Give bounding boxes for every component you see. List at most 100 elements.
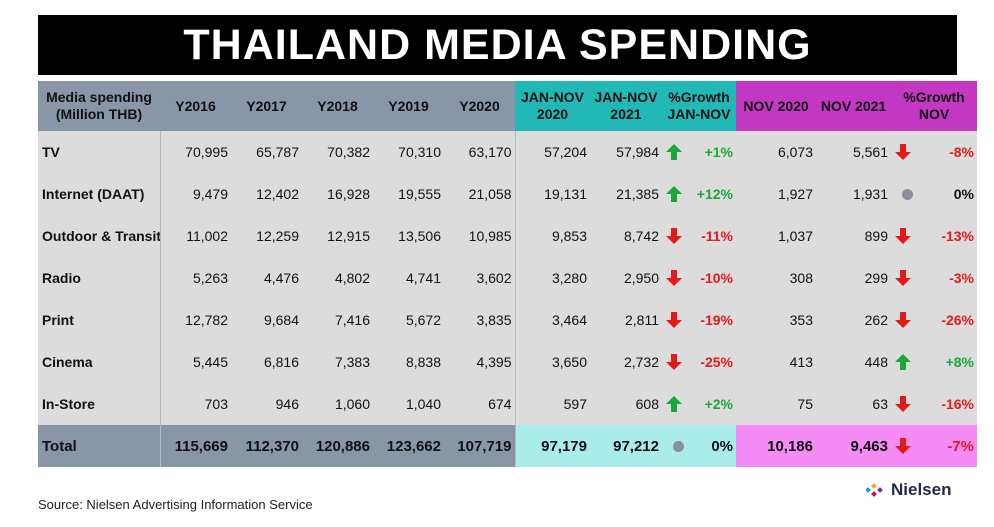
cell-y2016: 5,445 [160,341,231,383]
cell-growth-jan-nov-value: +1% [704,144,733,160]
cell-jan-nov-2020: 57,204 [515,131,590,173]
cell-nov-2021: 1,931 [816,173,891,215]
arrow-up-icon [895,354,911,370]
header-growth-nov-line2: NOV [918,106,950,122]
arrow-down-icon [895,438,911,454]
cell-y2017: 946 [231,383,302,425]
total-y2017: 112,370 [231,425,302,467]
cell-y2019: 19,555 [373,173,444,215]
cell-jan-nov-2021: 2,811 [590,299,662,341]
cell-jan-nov-2020: 3,464 [515,299,590,341]
cell-jan-nov-2021: 608 [590,383,662,425]
cell-nov-2021: 299 [816,257,891,299]
table-row: Cinema 5,445 6,816 7,383 8,838 4,395 3,650 2,73… [38,341,977,383]
header-label-line2: (Million THB) [55,106,143,122]
cell-y2019: 13,506 [373,215,444,257]
table-body: TV 70,995 65,787 70,382 70,310 63,170 57,204 57… [38,131,977,467]
cell-nov-2020: 75 [736,383,816,425]
cell-growth-jan-nov: -11% [662,215,736,257]
table-row: Outdoor & Transit 11,002 12,259 12,915 13,50… [38,215,977,257]
total-y2020: 107,719 [444,425,516,467]
header-nov-2021: NOV 2021 [816,81,891,131]
arrow-down-icon [666,312,682,328]
cell-y2016: 9,479 [160,173,231,215]
cell-y2017: 9,684 [231,299,302,341]
cell-y2020: 3,602 [444,257,516,299]
nielsen-logo: Nielsen [866,480,951,500]
source-note: Source: Nielsen Advertising Information … [38,497,313,512]
cell-y2016: 703 [160,383,231,425]
total-nov-2020: 10,186 [736,425,816,467]
cell-growth-nov: -3% [891,257,977,299]
header-label-line1: Media spending [46,89,152,105]
arrow-down-icon [895,312,911,328]
nielsen-logo-icon [866,483,883,497]
cell-y2018: 12,915 [302,215,373,257]
row-label: Internet (DAAT) [38,173,161,215]
cell-jan-nov-2020: 597 [515,383,590,425]
row-label: Outdoor & Transit [38,215,161,257]
row-label: In-Store [38,383,161,425]
cell-y2019: 5,672 [373,299,444,341]
total-label: Total [38,425,161,467]
cell-growth-nov: -16% [891,383,977,425]
cell-growth-jan-nov-value: +2% [704,396,733,412]
nielsen-logo-text: Nielsen [891,480,952,499]
cell-y2017: 6,816 [231,341,302,383]
cell-y2016: 70,995 [160,131,231,173]
total-growth-nov: -7% [891,425,977,467]
row-label: Radio [38,257,161,299]
cell-jan-nov-2021: 2,732 [590,341,662,383]
header-growth-nov-line1: %Growth [903,89,965,105]
header-y2020: Y2020 [444,81,515,131]
cell-y2020: 4,395 [444,341,516,383]
cell-growth-nov-value: -16% [941,396,974,412]
row-label: TV [38,131,161,173]
cell-y2018: 70,382 [302,131,373,173]
arrow-up-icon [666,396,682,412]
cell-y2018: 1,060 [302,383,373,425]
table-row: Radio 5,263 4,476 4,802 4,741 3,602 3,280 2,950… [38,257,977,299]
cell-nov-2021: 63 [816,383,891,425]
table-row: Internet (DAAT) 9,479 12,402 16,928 19,555 21… [38,173,977,215]
header-y2019: Y2019 [373,81,444,131]
cell-growth-nov-value: -26% [941,312,974,328]
total-row: Total 115,669 112,370 120,886 123,662 107,719… [38,425,977,467]
cell-jan-nov-2021: 57,984 [590,131,662,173]
arrow-up-icon [666,144,682,160]
cell-growth-jan-nov: +2% [662,383,736,425]
header-jan-nov-2020: JAN-NOV 2020 [515,81,590,131]
arrow-down-icon [895,270,911,286]
header-jan-nov-2020-line2: 2020 [536,106,569,122]
cell-growth-jan-nov: +12% [662,173,736,215]
header-nov-2020: NOV 2020 [736,81,816,131]
cell-y2017: 4,476 [231,257,302,299]
cell-nov-2021: 5,561 [816,131,891,173]
cell-y2020: 10,985 [444,215,516,257]
cell-y2017: 12,402 [231,173,302,215]
arrow-down-icon [895,228,911,244]
cell-y2020: 21,058 [444,173,516,215]
total-jan-nov-2021: 97,212 [590,425,662,467]
total-y2019: 123,662 [373,425,444,467]
cell-y2020: 674 [444,383,516,425]
cell-growth-nov-value: -13% [941,228,974,244]
total-growth-nov-value: -7% [947,437,974,455]
cell-y2019: 4,741 [373,257,444,299]
table-row: Print 12,782 9,684 7,416 5,672 3,835 3,464 2,81… [38,299,977,341]
cell-y2018: 7,383 [302,341,373,383]
cell-nov-2020: 6,073 [736,131,816,173]
cell-growth-jan-nov-value: +12% [696,186,733,202]
cell-y2019: 1,040 [373,383,444,425]
header-media-spending: Media spending (Million THB) [38,81,160,131]
cell-growth-nov-value: -8% [949,144,974,160]
total-y2018: 120,886 [302,425,373,467]
arrow-down-icon [666,270,682,286]
cell-nov-2020: 308 [736,257,816,299]
arrow-down-icon [895,396,911,412]
header-y2016: Y2016 [160,81,231,131]
neutral-dot-icon [902,188,913,200]
arrow-down-icon [666,228,682,244]
table-row: In-Store 703 946 1,060 1,040 674 597 608 +2% 75 63… [38,383,977,425]
cell-y2019: 8,838 [373,341,444,383]
